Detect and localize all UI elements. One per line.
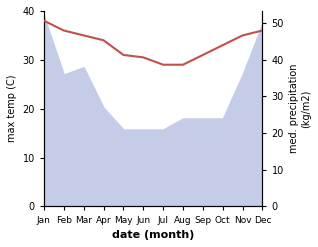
Y-axis label: med. precipitation
(kg/m2): med. precipitation (kg/m2) [289,64,311,153]
Y-axis label: max temp (C): max temp (C) [7,75,17,143]
X-axis label: date (month): date (month) [112,230,194,240]
